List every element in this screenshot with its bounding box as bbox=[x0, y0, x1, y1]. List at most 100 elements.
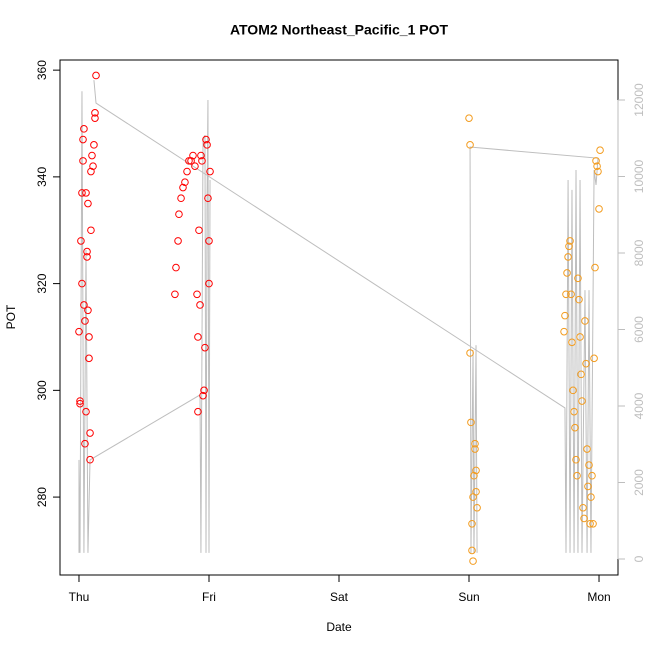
point bbox=[83, 247, 91, 256]
point bbox=[198, 157, 206, 165]
point bbox=[471, 445, 479, 453]
point bbox=[87, 167, 95, 176]
point bbox=[560, 327, 568, 336]
point bbox=[177, 194, 185, 203]
point bbox=[565, 242, 573, 251]
point bbox=[466, 141, 474, 149]
point bbox=[86, 455, 94, 464]
point bbox=[580, 514, 588, 523]
point bbox=[90, 141, 98, 149]
point bbox=[595, 205, 603, 213]
point bbox=[205, 279, 213, 288]
point bbox=[472, 487, 480, 496]
point bbox=[567, 290, 575, 299]
point bbox=[470, 471, 478, 480]
point bbox=[84, 199, 92, 208]
point bbox=[201, 343, 209, 352]
point bbox=[582, 359, 590, 368]
y-tick-label: 320 bbox=[35, 273, 49, 293]
point bbox=[80, 301, 88, 309]
chart-title: ATOM2 Northeast_Pacific_1 POT bbox=[230, 22, 449, 38]
point bbox=[91, 109, 99, 117]
point bbox=[584, 482, 592, 491]
point bbox=[81, 317, 89, 325]
point bbox=[561, 311, 569, 320]
y2-tick-label: 0 bbox=[632, 555, 646, 562]
point bbox=[86, 429, 94, 437]
x-tick-label: Thu bbox=[69, 590, 90, 604]
point bbox=[191, 162, 199, 171]
point bbox=[469, 557, 477, 565]
point bbox=[81, 439, 89, 448]
x-tick-label: Mon bbox=[587, 590, 610, 604]
point bbox=[570, 407, 578, 416]
point bbox=[564, 253, 572, 261]
point bbox=[199, 391, 207, 400]
y2-tick-label: 10000 bbox=[632, 160, 646, 194]
point bbox=[84, 306, 92, 315]
point bbox=[78, 279, 86, 288]
point bbox=[88, 151, 96, 160]
point bbox=[465, 114, 473, 122]
point bbox=[591, 263, 599, 272]
point bbox=[590, 354, 598, 363]
point bbox=[593, 162, 601, 171]
point bbox=[194, 333, 202, 341]
y2-tick-label: 8000 bbox=[632, 239, 646, 266]
point bbox=[577, 370, 585, 379]
point bbox=[572, 455, 580, 464]
point bbox=[82, 407, 90, 416]
point bbox=[575, 295, 583, 304]
point bbox=[568, 338, 576, 347]
point bbox=[185, 157, 193, 165]
point bbox=[569, 386, 577, 395]
point bbox=[581, 317, 589, 325]
point bbox=[473, 503, 481, 512]
point bbox=[205, 237, 213, 245]
point bbox=[79, 157, 87, 165]
y2-tick-label: 2000 bbox=[632, 469, 646, 496]
x-tick-label: Sun bbox=[458, 590, 479, 604]
point bbox=[468, 546, 476, 555]
point bbox=[571, 423, 579, 432]
point bbox=[85, 333, 93, 341]
point bbox=[181, 178, 189, 187]
point bbox=[583, 445, 591, 453]
point bbox=[174, 237, 182, 245]
y-tick-label: 360 bbox=[35, 60, 49, 80]
point bbox=[566, 237, 574, 245]
point bbox=[206, 167, 214, 176]
point bbox=[576, 333, 584, 341]
point bbox=[466, 349, 474, 357]
point bbox=[195, 226, 203, 235]
point bbox=[77, 237, 85, 245]
point bbox=[172, 263, 180, 272]
point bbox=[563, 269, 571, 277]
point bbox=[197, 151, 205, 160]
point bbox=[189, 151, 197, 160]
point bbox=[175, 210, 183, 219]
point bbox=[587, 493, 595, 501]
point bbox=[203, 141, 211, 149]
point bbox=[594, 167, 602, 176]
point bbox=[171, 290, 179, 299]
point bbox=[83, 253, 91, 261]
point bbox=[76, 399, 84, 408]
point bbox=[183, 167, 191, 176]
point bbox=[467, 418, 475, 427]
y2-tick-label: 4000 bbox=[632, 392, 646, 419]
y-tick-label: 280 bbox=[35, 487, 49, 507]
point bbox=[85, 354, 93, 363]
point bbox=[193, 290, 201, 299]
point bbox=[468, 519, 476, 528]
x-tick-label: Fri bbox=[202, 590, 216, 604]
point bbox=[89, 162, 97, 171]
point bbox=[589, 519, 597, 528]
point bbox=[75, 327, 83, 336]
point bbox=[76, 397, 84, 405]
point bbox=[80, 125, 88, 133]
x-tick-label: Sat bbox=[330, 590, 349, 604]
point bbox=[196, 301, 204, 309]
point bbox=[200, 386, 208, 395]
